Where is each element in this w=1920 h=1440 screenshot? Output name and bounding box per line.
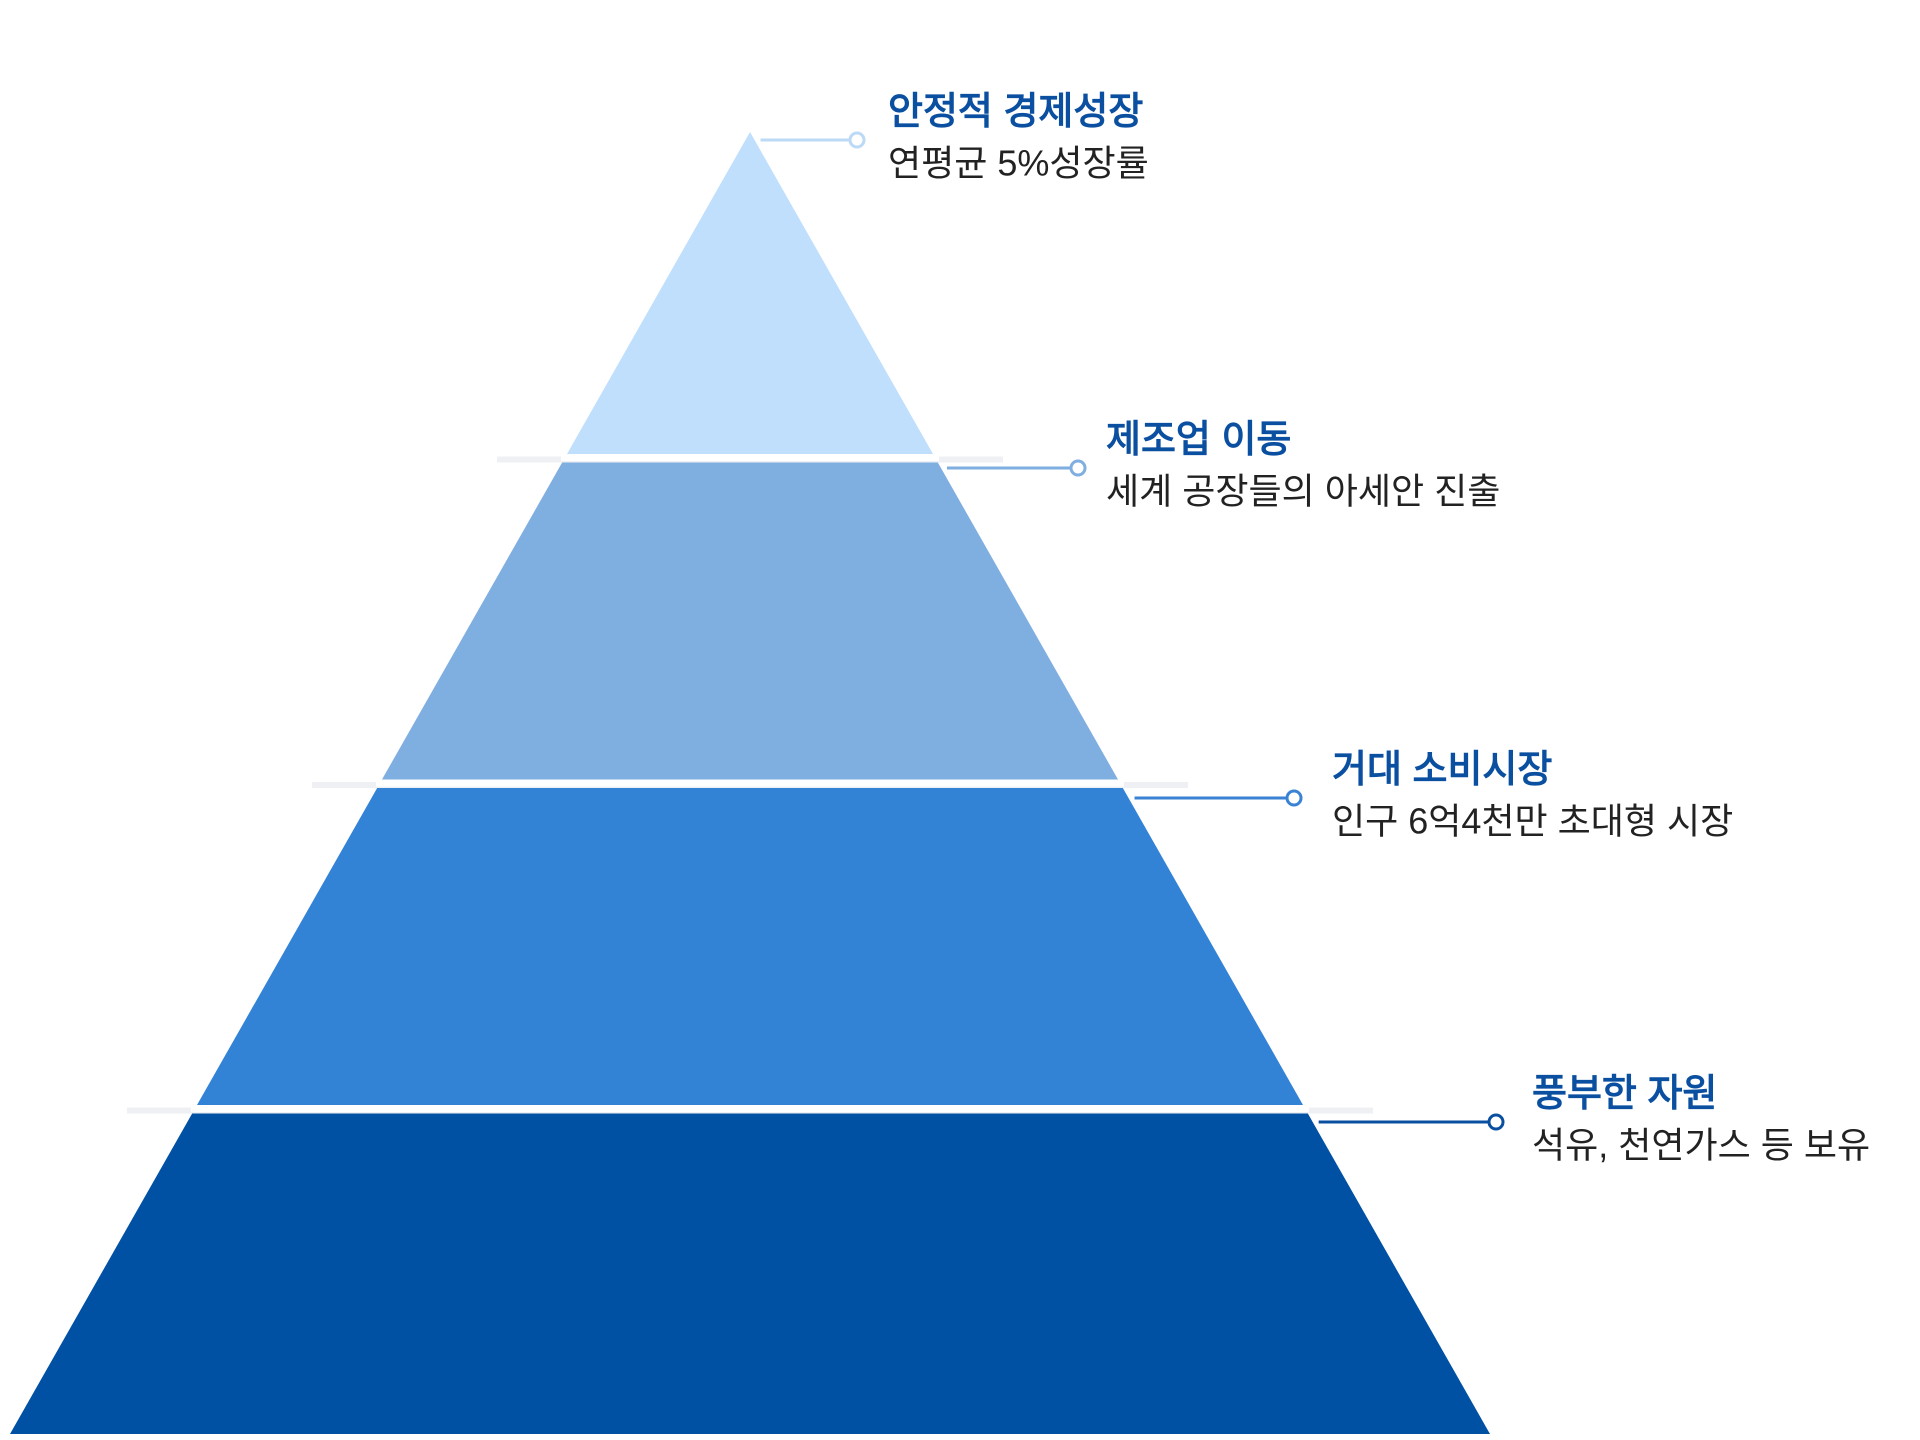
pyramid-band [10, 1108, 1490, 1434]
level-description: 연평균 5%성장률 [888, 143, 1149, 184]
pyramid-band [380, 457, 1120, 783]
level-title: 안정적 경제성장 [888, 91, 1143, 133]
connector-dot [848, 131, 866, 149]
connector-dot [1285, 789, 1303, 807]
connector-dot [1069, 459, 1087, 477]
pyramid-band [565, 132, 935, 458]
level-description: 석유, 천연가스 등 보유 [1532, 1125, 1870, 1166]
level-title: 풍부한 자원 [1532, 1073, 1717, 1115]
level-description: 세계 공장들의 아세안 진출 [1106, 471, 1500, 512]
connector-dot [1487, 1113, 1505, 1131]
level-title: 제조업 이동 [1106, 419, 1291, 461]
level-description: 인구 6억4천만 초대형 시장 [1332, 801, 1733, 842]
pyramid-band [195, 783, 1305, 1109]
level-title: 거대 소비시장 [1332, 749, 1552, 791]
